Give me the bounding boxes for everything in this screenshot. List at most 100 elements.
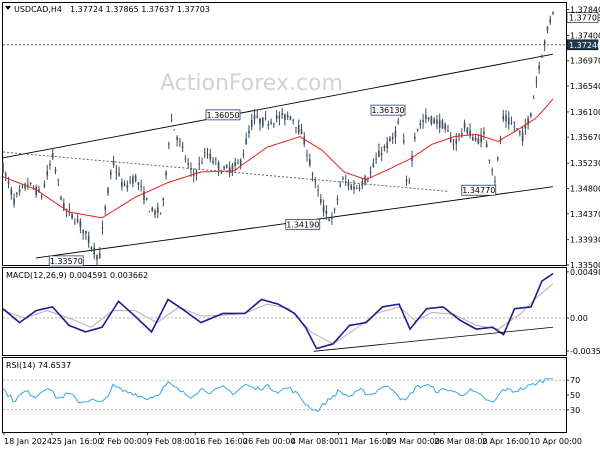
candle-body [422, 120, 424, 123]
svg-text:1.37240: 1.37240 [569, 41, 600, 50]
candle-body [156, 207, 159, 213]
price-annotation: 1.36050 [205, 109, 241, 121]
candle-body [383, 146, 386, 148]
candle-body [353, 186, 355, 190]
candle-body [173, 129, 176, 131]
macd-line [2, 272, 554, 350]
candle-body [436, 119, 438, 124]
candle-body [220, 172, 223, 174]
candle-body [63, 202, 65, 211]
candle-body [286, 115, 289, 118]
candle-body [2, 163, 4, 173]
candle-body [325, 210, 328, 215]
candle-body [159, 212, 162, 214]
candle-body [322, 205, 325, 212]
candle-body [425, 115, 427, 119]
price-panel-header-symbol: USDCAD,H4 [14, 5, 62, 14]
candle-body [405, 179, 408, 182]
candle-body [314, 180, 317, 183]
candle-body [521, 132, 524, 142]
candle-body [270, 121, 272, 124]
candle-body [104, 206, 107, 210]
candle-body [264, 117, 267, 119]
candle-body [546, 27, 549, 31]
candle-body [513, 126, 516, 128]
price-axis-label: 1.33500 [570, 261, 600, 270]
candle-body [281, 112, 283, 115]
price-panel-header-ohlc: 1.37724 1.37865 1.37637 1.37703 [70, 5, 210, 14]
candle-body [256, 115, 259, 118]
candle-body [273, 123, 275, 125]
price-annotation: 1.34770 [461, 184, 497, 196]
candle-body [519, 130, 521, 133]
candle-body [112, 161, 115, 165]
candle-body [140, 186, 142, 187]
candle-body [4, 173, 7, 176]
candle-body [541, 57, 543, 58]
candle-body [375, 158, 377, 160]
price-annotation: 1.36130 [370, 104, 406, 116]
watermark: ActionForex.com [160, 71, 343, 96]
candle-body [480, 134, 482, 143]
svg-text:1.34190: 1.34190 [286, 220, 319, 229]
candle-body [209, 153, 212, 160]
candle-body [57, 179, 60, 181]
svg-text:1.33570: 1.33570 [50, 257, 83, 266]
candle-body [79, 220, 82, 228]
candle-body [505, 115, 507, 122]
candle-body [320, 199, 322, 203]
candle-body [364, 176, 366, 184]
candle-body [87, 235, 90, 243]
candle-body [507, 117, 510, 125]
candle-body [71, 213, 73, 219]
candle-body [60, 196, 62, 200]
time-axis-label: 26 Feb 00:00 [243, 437, 295, 446]
candle-body [549, 18, 552, 23]
candle-body [16, 192, 18, 194]
candle-body [137, 182, 140, 185]
candle-body [27, 184, 29, 186]
candle-body [85, 230, 87, 234]
candle-body [54, 169, 57, 172]
candle-body [488, 159, 491, 161]
candle-body [308, 159, 311, 165]
time-axis-label: 9 Feb 08:00 [147, 437, 194, 446]
candle-body [215, 159, 217, 161]
candle-body [367, 180, 369, 182]
candle-body [168, 143, 170, 145]
candle-body [524, 125, 527, 129]
candle-body [402, 140, 405, 143]
candle-body [411, 156, 413, 161]
dropdown-triangle-icon[interactable] [5, 6, 11, 10]
candle-body [369, 171, 372, 173]
candle-body [261, 117, 264, 127]
candle-body [297, 124, 300, 133]
macd-axis-label: 0.00498 [570, 268, 600, 277]
candle-body [510, 122, 513, 124]
candle-body [427, 117, 430, 120]
candle-body [342, 178, 344, 179]
trendline-dotted-support [2, 151, 449, 192]
candle-body [181, 146, 184, 148]
svg-text:1.34770: 1.34770 [462, 186, 495, 195]
candle-body [101, 227, 104, 229]
price-axis-label: 1.33930 [570, 236, 600, 245]
time-axis-label: 18 Jan 2024 [4, 437, 52, 446]
level-price-marker: 1.37240 [566, 39, 600, 51]
candle-body [24, 183, 26, 189]
candle-body [217, 162, 220, 170]
candle-body [121, 181, 123, 187]
price-panel-frame [2, 2, 567, 266]
rsi-plot [2, 377, 566, 413]
candle-body [134, 176, 137, 181]
candle-body [234, 162, 236, 167]
candle-body [267, 123, 270, 126]
trendline-channel-upper [2, 53, 554, 159]
candle-body [333, 209, 336, 210]
candle-body [148, 211, 151, 213]
svg-text:1.36130: 1.36130 [371, 106, 404, 115]
time-axis-label: 11 Mar 16:00 [339, 437, 392, 446]
candle-body [552, 11, 554, 14]
candle-body [358, 187, 361, 189]
rsi-line [2, 377, 554, 413]
